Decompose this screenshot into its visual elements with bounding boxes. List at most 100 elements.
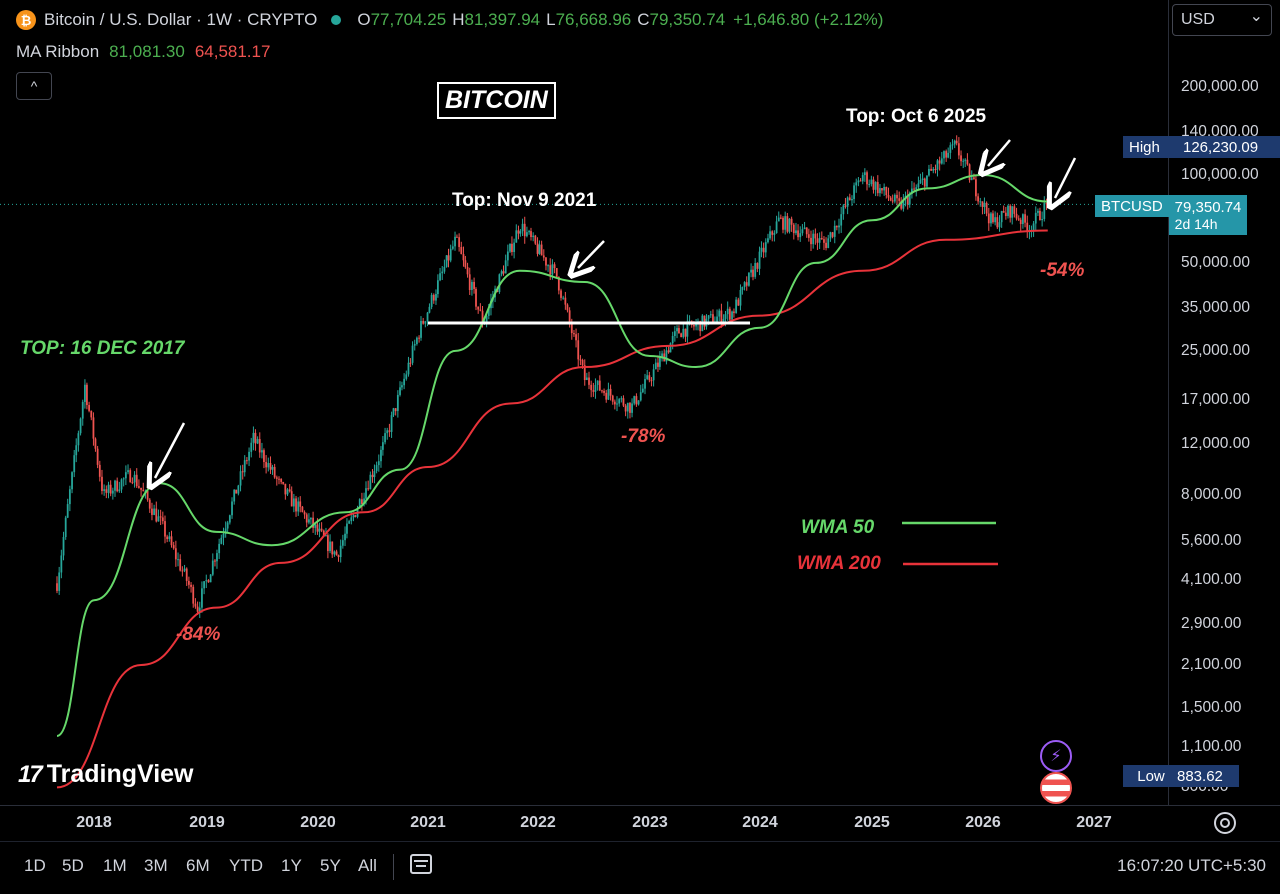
- candle-body: [769, 231, 771, 239]
- candle-body: [101, 476, 103, 491]
- ma-ribbon-legend[interactable]: MA Ribbon 81,081.30 64,581.17: [16, 42, 270, 62]
- timeframe-button[interactable]: 5D: [62, 856, 84, 875]
- candle-body: [479, 309, 482, 311]
- candle-body: [693, 325, 695, 327]
- candle-body: [1019, 219, 1022, 225]
- candle-body: [879, 188, 881, 194]
- timeframe-button[interactable]: 6M: [186, 856, 210, 875]
- candle-body: [913, 188, 915, 190]
- candle-body: [258, 439, 261, 453]
- price-chart[interactable]: [0, 0, 1168, 805]
- candle-body: [728, 308, 731, 320]
- timeframe-button[interactable]: YTD: [229, 856, 263, 875]
- price-tick-label: 12,000.00: [1181, 434, 1250, 452]
- high-tag: High 126,230.09: [1123, 136, 1280, 158]
- candle-body: [84, 384, 86, 402]
- candle-body: [504, 260, 507, 274]
- candle-body: [801, 229, 804, 234]
- timeframe-button[interactable]: 3M: [144, 856, 168, 875]
- candle-body: [203, 581, 206, 589]
- candle-body: [667, 350, 670, 353]
- candle-body: [314, 524, 317, 528]
- symbol-title[interactable]: Bitcoin / U.S. Dollar · 1W · CRYPTO: [44, 10, 318, 29]
- candle-body: [424, 321, 427, 324]
- candle-body: [485, 315, 488, 323]
- candle-body: [168, 536, 171, 540]
- timeframe-button[interactable]: 5Y: [320, 856, 341, 875]
- price-tick-label: 2,100.00: [1181, 656, 1242, 673]
- candle-body: [975, 179, 977, 197]
- candle-body: [511, 243, 513, 253]
- candle-body: [803, 227, 806, 230]
- timeframe-button[interactable]: 1M: [103, 856, 127, 875]
- candle-body: [631, 403, 633, 413]
- candle-body: [592, 390, 595, 392]
- candle-body: [881, 188, 883, 191]
- candle-body: [177, 559, 179, 561]
- candle-body: [973, 177, 975, 180]
- candle-body: [316, 524, 319, 532]
- candle-body: [968, 164, 971, 181]
- candle-body: [216, 553, 218, 562]
- candle-body: [748, 272, 750, 286]
- candle-body: [159, 516, 162, 518]
- candle-body: [384, 433, 386, 443]
- candle-body: [1032, 223, 1035, 232]
- candle-body: [938, 160, 941, 164]
- candle-body: [413, 344, 416, 346]
- candle-body: [1026, 222, 1029, 233]
- candle-body: [1034, 212, 1037, 224]
- candle-body: [568, 310, 571, 324]
- timeframe-button[interactable]: 1D: [24, 856, 46, 875]
- price-tick-label: 17,000.00: [1181, 390, 1250, 408]
- candle-body: [273, 466, 276, 478]
- candle-body: [473, 281, 475, 289]
- candle-body: [722, 318, 725, 324]
- candle-body: [547, 265, 549, 267]
- time-axis[interactable]: 2018 2019 2020 2021 2022 2023 2024 2025 2026 2027: [0, 805, 1280, 842]
- separator: [393, 854, 394, 880]
- year-label: 2025: [854, 814, 890, 831]
- candle-body: [392, 408, 395, 416]
- candle-body: [532, 235, 535, 238]
- candle-body: [557, 276, 560, 291]
- candle-body: [466, 267, 469, 275]
- clock-timezone[interactable]: 16:07:20 UTC+5:30: [1117, 856, 1266, 875]
- candle-body: [788, 218, 791, 232]
- candle-body: [348, 521, 351, 524]
- candle-body: [205, 580, 208, 582]
- candle-body: [282, 481, 285, 484]
- candle-body: [133, 474, 136, 483]
- timeframe-button[interactable]: All: [358, 856, 377, 875]
- price-axis[interactable]: 200,000.00 140,000.00 100,000.00 50,000.00 3…: [1095, 0, 1280, 805]
- candle-body: [377, 461, 380, 466]
- price-tick-label: 2,900.00: [1181, 615, 1242, 633]
- candle-body: [838, 225, 840, 228]
- candle-body: [633, 396, 636, 404]
- us-flag-icon[interactable]: [1040, 772, 1072, 804]
- lightning-sparkle-icon[interactable]: ⚡: [1040, 740, 1072, 772]
- candle-body: [943, 151, 945, 159]
- candle-body: [523, 223, 526, 237]
- gear-icon[interactable]: [1214, 812, 1236, 834]
- bitcoin-icon: ₿: [16, 10, 36, 30]
- candle-body: [820, 238, 823, 240]
- year-label: 2020: [300, 814, 336, 831]
- currency-select[interactable]: USD ⌄: [1172, 4, 1272, 36]
- candle-body: [318, 528, 321, 532]
- candle-body: [622, 398, 625, 406]
- candle-body: [528, 231, 530, 233]
- candle-body: [451, 246, 454, 249]
- collapse-legend-button[interactable]: ^: [16, 72, 52, 100]
- candle-body: [361, 499, 363, 505]
- tradingview-mark-icon: 17: [18, 760, 43, 788]
- timeframe-button[interactable]: 1Y: [281, 856, 302, 875]
- candle-body: [807, 234, 810, 238]
- calendar-range-icon[interactable]: [410, 854, 432, 874]
- candle-body: [60, 555, 63, 573]
- candle-body: [549, 265, 552, 275]
- candle-body: [209, 574, 212, 583]
- candle-body: [876, 182, 879, 194]
- tradingview-logo[interactable]: 17 TradingView: [18, 760, 194, 789]
